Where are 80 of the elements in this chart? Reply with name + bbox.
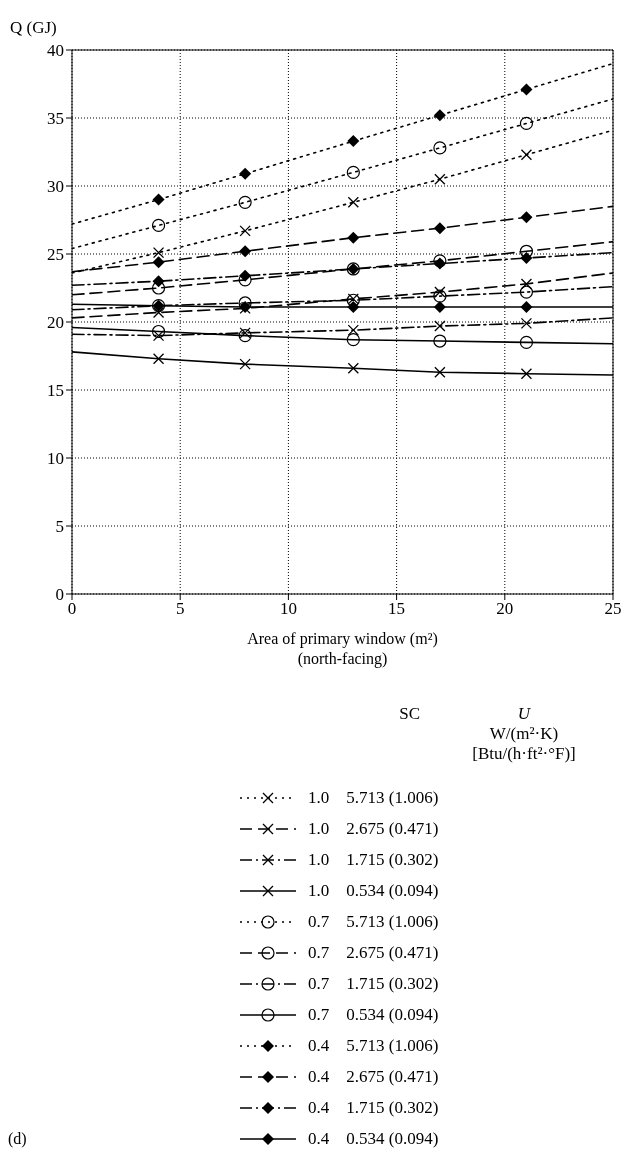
point — [519, 285, 534, 299]
legend-label: 1.0 1.715 (0.302) — [308, 849, 439, 870]
point — [151, 218, 166, 233]
point — [519, 116, 534, 131]
text: U — [516, 704, 532, 724]
legend-label: 1.0 2.675 (0.471) — [308, 818, 439, 839]
point — [520, 368, 533, 380]
point — [151, 324, 166, 339]
point — [239, 269, 252, 282]
y-tick-label: 20 — [47, 313, 64, 333]
point — [347, 196, 359, 208]
point — [520, 149, 533, 161]
text: W/(m²·K) — [488, 724, 560, 744]
point — [152, 193, 165, 206]
x-axis-title: Area of primary window (m²) (north-facing) — [247, 630, 438, 668]
y-tick-label: 30 — [47, 177, 64, 197]
point — [152, 275, 165, 288]
point — [347, 135, 360, 148]
x-tick-label: 5 — [175, 599, 185, 619]
point — [434, 173, 446, 185]
point — [433, 334, 447, 348]
point — [239, 225, 251, 237]
y-tick-label: 25 — [47, 245, 64, 265]
y-tick-label: 40 — [47, 41, 64, 61]
point — [520, 211, 533, 224]
point — [152, 329, 165, 342]
point — [433, 289, 447, 303]
point — [347, 301, 360, 314]
point — [152, 353, 165, 365]
legend-label: 0.4 5.713 (1.006) — [308, 1035, 439, 1056]
x-tick-label: 25 — [604, 599, 622, 619]
point — [239, 245, 252, 258]
point — [433, 301, 446, 314]
point — [520, 317, 533, 330]
legend-label: 0.4 1.715 (0.302) — [308, 1097, 439, 1118]
point — [152, 306, 165, 319]
legend-label: 0.7 2.675 (0.471) — [308, 942, 439, 963]
point — [347, 324, 359, 336]
point — [433, 222, 446, 235]
point — [239, 358, 251, 370]
point — [239, 167, 252, 180]
point — [520, 301, 533, 314]
point — [238, 195, 252, 209]
point — [520, 83, 533, 96]
point — [520, 252, 533, 265]
y-axis-title: Q (GJ) — [10, 18, 57, 38]
legend-label: 1.0 5.713 (1.006) — [308, 787, 439, 808]
point — [519, 335, 534, 349]
point — [152, 256, 165, 269]
point — [346, 165, 360, 179]
point — [434, 320, 446, 332]
y-tick-label: 5 — [55, 517, 64, 537]
point — [151, 281, 166, 295]
y-tick-label: 15 — [47, 381, 64, 401]
point — [519, 244, 534, 258]
legend-label: 1.0 0.534 (0.094) — [308, 880, 439, 901]
point — [434, 286, 446, 298]
point — [347, 231, 360, 244]
point — [347, 362, 359, 374]
legend-label: 0.7 5.713 (1.006) — [308, 911, 439, 932]
text: SC — [398, 704, 421, 725]
legend-label: 0.7 1.715 (0.302) — [308, 973, 439, 994]
x-tick-label: 20 — [496, 599, 514, 619]
text: (d) — [8, 1130, 27, 1148]
point — [346, 333, 360, 347]
legend-label: 0.4 2.675 (0.471) — [308, 1066, 439, 1087]
point — [239, 327, 251, 339]
point — [433, 109, 446, 122]
y-tick-label: 10 — [47, 449, 64, 469]
text: [Btu/(h·ft²·°F)] — [471, 744, 577, 764]
x-tick-label: 15 — [388, 599, 406, 619]
point — [238, 329, 252, 343]
point — [433, 141, 447, 155]
legend-label: 0.4 0.534 (0.094) — [308, 1128, 439, 1149]
point — [152, 246, 165, 259]
y-tick-label: 35 — [47, 109, 64, 129]
x-tick-label: 10 — [279, 599, 297, 619]
y-tick-label: 0 — [55, 585, 64, 605]
point — [434, 366, 446, 378]
legend-label: 0.7 0.534 (0.094) — [308, 1004, 439, 1025]
